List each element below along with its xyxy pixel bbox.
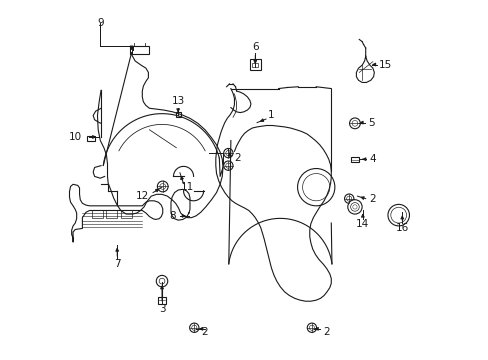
Circle shape bbox=[223, 161, 233, 170]
Bar bbox=[175, 112, 181, 117]
Bar bbox=[351, 157, 359, 162]
Circle shape bbox=[351, 121, 357, 126]
Circle shape bbox=[191, 325, 197, 330]
Text: 2: 2 bbox=[323, 327, 329, 337]
Text: 6: 6 bbox=[251, 42, 258, 52]
Text: 15: 15 bbox=[378, 59, 391, 69]
Text: 10: 10 bbox=[68, 132, 81, 142]
Circle shape bbox=[309, 325, 314, 330]
Bar bbox=[121, 211, 131, 218]
Circle shape bbox=[156, 275, 167, 287]
Circle shape bbox=[157, 181, 168, 192]
Bar bbox=[87, 136, 95, 141]
Circle shape bbox=[159, 278, 164, 284]
Circle shape bbox=[390, 207, 406, 223]
Text: 11: 11 bbox=[180, 182, 193, 192]
Circle shape bbox=[225, 150, 230, 156]
Circle shape bbox=[349, 118, 360, 129]
Text: 2: 2 bbox=[202, 327, 208, 337]
Circle shape bbox=[160, 184, 165, 189]
Circle shape bbox=[302, 174, 329, 201]
Text: 8: 8 bbox=[169, 211, 176, 221]
Text: 9: 9 bbox=[97, 18, 103, 28]
Circle shape bbox=[350, 203, 359, 211]
Circle shape bbox=[306, 323, 316, 332]
Bar bbox=[106, 211, 117, 218]
Bar bbox=[158, 297, 165, 304]
Bar bbox=[251, 63, 258, 67]
Text: 3: 3 bbox=[159, 304, 165, 314]
Text: 5: 5 bbox=[368, 118, 374, 128]
Bar bbox=[249, 59, 260, 69]
Bar bbox=[129, 46, 149, 54]
Text: 1: 1 bbox=[267, 111, 274, 121]
Circle shape bbox=[347, 200, 362, 214]
Circle shape bbox=[387, 204, 408, 226]
Circle shape bbox=[223, 148, 233, 158]
Circle shape bbox=[225, 163, 230, 168]
Circle shape bbox=[352, 205, 356, 209]
Text: 12: 12 bbox=[135, 191, 149, 201]
Text: 13: 13 bbox=[171, 96, 184, 106]
Circle shape bbox=[344, 194, 353, 203]
Text: 2: 2 bbox=[234, 153, 240, 163]
Circle shape bbox=[346, 196, 351, 201]
Text: 14: 14 bbox=[355, 219, 369, 229]
Text: 2: 2 bbox=[369, 194, 375, 204]
Text: 16: 16 bbox=[395, 224, 408, 233]
Bar bbox=[92, 211, 102, 218]
Circle shape bbox=[189, 323, 199, 332]
Text: 4: 4 bbox=[369, 154, 375, 164]
Text: 7: 7 bbox=[114, 259, 120, 269]
Circle shape bbox=[297, 168, 334, 206]
